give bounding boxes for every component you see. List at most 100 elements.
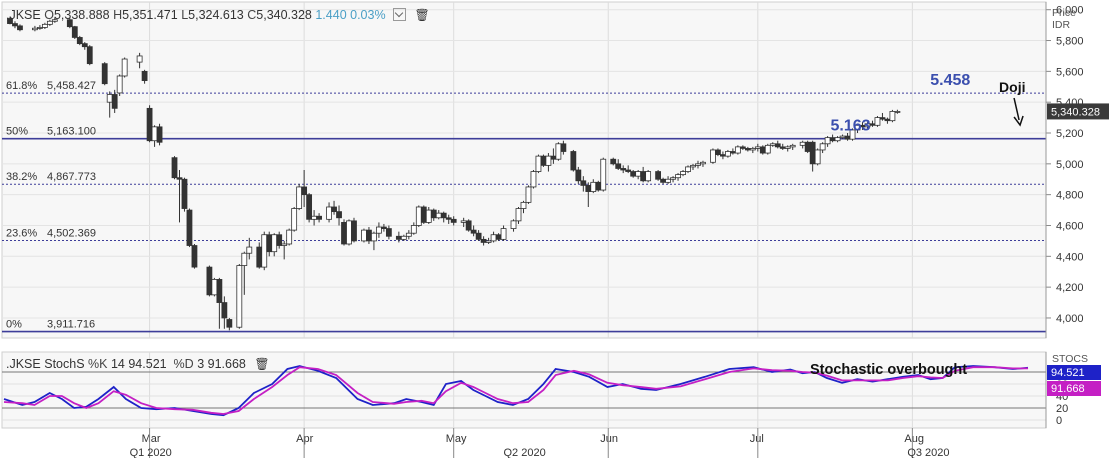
candle-body (510, 220, 517, 229)
k-value: 94.521 (128, 357, 167, 371)
candle-body (640, 171, 647, 182)
candle-body (580, 180, 587, 186)
candle-body (415, 206, 422, 226)
candle-body (32, 27, 38, 31)
candle-body (266, 234, 273, 253)
price-header: .JKSE O5,338.888 H5,351.471 L5,324.613 C… (6, 8, 430, 22)
current-price-tag (1047, 103, 1109, 120)
candle-body (480, 238, 487, 243)
candle-body (176, 177, 183, 180)
candle-body (804, 141, 811, 152)
candle-body (799, 141, 806, 146)
doji-annotation: Doji (999, 79, 1025, 95)
candle-body (236, 265, 243, 328)
stoch-axis-label: STOCS (1052, 353, 1088, 365)
candle-body (106, 94, 113, 103)
candle-body (670, 177, 676, 180)
candle-body (76, 37, 83, 45)
fib-level-pct: 38.2% (6, 171, 37, 183)
x-month-label: Apr (296, 433, 313, 445)
candle-body (894, 111, 901, 113)
candle-body (171, 157, 178, 179)
candle-body (136, 55, 143, 63)
candle-body (17, 25, 23, 31)
d-value-tag (1047, 381, 1101, 396)
candle-body (585, 185, 592, 192)
candle-body (81, 43, 88, 48)
fib-level-value: 5,458.427 (47, 80, 96, 92)
y-tick-label: 5,600 (1056, 66, 1084, 78)
candle-body (271, 234, 278, 253)
candle-body (146, 107, 153, 142)
candle-body (759, 146, 766, 154)
candle-body (36, 27, 43, 29)
candle-body (475, 232, 482, 240)
candle-body (869, 123, 876, 126)
candle-body (286, 229, 293, 245)
candle-body (51, 19, 58, 22)
candle-body (690, 164, 696, 168)
candle-body (520, 201, 527, 209)
x-month-label: Mar (142, 433, 161, 445)
candle-body (86, 46, 93, 65)
candle-body (316, 215, 322, 220)
candle-body (545, 155, 552, 166)
candle-body (879, 117, 886, 120)
high-label: H (113, 8, 123, 22)
candle-body (395, 235, 402, 240)
current-price-label: 5,340.328 (1051, 106, 1100, 118)
candle-body (575, 169, 582, 182)
candle-body (376, 226, 382, 234)
change-pct: 0.03% (350, 8, 386, 22)
candle-body (749, 148, 756, 151)
fib-level-pct: 50% (6, 126, 28, 138)
candle-body (301, 186, 308, 196)
candle-body (326, 206, 332, 220)
fib-level-value: 5,163.100 (47, 126, 96, 138)
fib-level-value: 4,867.773 (47, 171, 96, 183)
candle-body (241, 252, 248, 266)
candle-body (191, 245, 198, 268)
candle-body (784, 146, 791, 149)
candle-body (420, 206, 427, 223)
candle-body (111, 94, 118, 109)
candle-body (560, 143, 567, 152)
fib-level-value: 3,911.716 (47, 319, 95, 331)
candle-body (525, 186, 532, 203)
candle-body (530, 171, 537, 188)
candle-body (844, 135, 851, 140)
candle-body (311, 215, 318, 220)
chevron-down-icon[interactable] (393, 8, 407, 21)
trash-icon[interactable]: 🗑 (414, 8, 430, 22)
candle-body (206, 266, 213, 296)
stoch-tick-label: 0 (1056, 415, 1062, 427)
candle-body (450, 218, 457, 223)
candle-body (739, 146, 746, 149)
candle-body (361, 229, 367, 242)
y-tick-label: 5,000 (1056, 159, 1084, 171)
x-month-label: Jun (600, 433, 618, 445)
trash-icon[interactable]: 🗑 (254, 357, 270, 371)
candle-body (460, 220, 467, 223)
y-tick-label: 5,800 (1056, 36, 1084, 48)
candle-body (625, 169, 632, 172)
candle-body (695, 163, 701, 166)
candle-body (485, 240, 492, 243)
candle-body (515, 208, 522, 222)
y-tick-label: 4,400 (1056, 251, 1084, 263)
candle-body (351, 220, 357, 242)
stoch-tick-label: 20 (1056, 403, 1068, 415)
candle-body (500, 228, 507, 240)
x-quarter-label: Q3 2020 (907, 447, 949, 458)
price-axis-label: Price (1052, 7, 1076, 19)
candle-body (41, 23, 48, 28)
candle-body (809, 141, 816, 165)
candle-body (256, 246, 263, 268)
candle-body (595, 181, 602, 191)
x-quarter-label: Q1 2020 (130, 447, 172, 458)
candle-body (380, 226, 387, 229)
candle-body (754, 146, 761, 149)
candle-body (849, 129, 856, 140)
candle-body (366, 229, 372, 242)
candle-body (700, 161, 706, 165)
